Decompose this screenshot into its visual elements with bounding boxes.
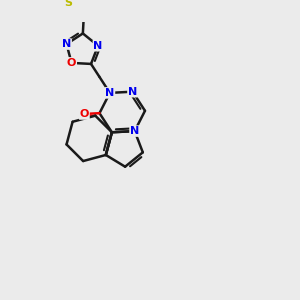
Text: O: O [67, 58, 76, 68]
Text: O: O [80, 109, 89, 119]
Text: N: N [128, 87, 137, 97]
Text: N: N [105, 88, 115, 98]
Text: N: N [93, 41, 103, 51]
Text: N: N [62, 39, 71, 49]
Text: N: N [130, 126, 139, 136]
Text: S: S [65, 0, 73, 8]
